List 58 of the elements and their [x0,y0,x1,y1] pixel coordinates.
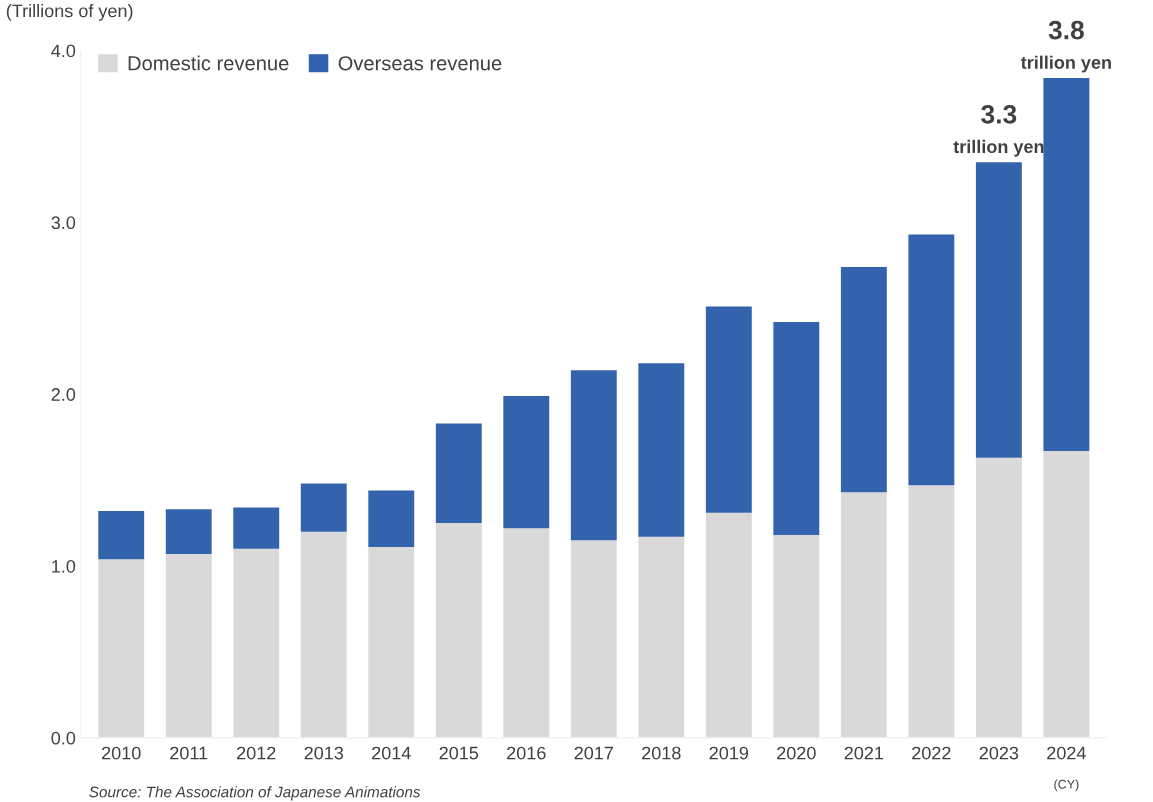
y-tick-label: 0.0 [51,731,76,745]
bar [165,509,212,554]
bar [435,523,482,738]
x-tick-label: 2018 [642,746,681,760]
bar [233,548,280,738]
text: 3.8 [1048,20,1084,40]
y-tick-label: 3.0 [51,216,76,230]
x-tick-label: 2016 [507,746,546,760]
annotation: trillion yen [1020,55,1111,73]
x-tick-label: 2020 [777,746,816,760]
bar [773,535,820,738]
y-tick-label: 1.0 [52,559,76,573]
bar [1043,78,1090,451]
x-tick-label: 2023 [979,746,1019,760]
x-tick-label: 2015 [439,746,479,760]
bar [705,306,752,513]
bar [908,485,955,738]
bar [840,267,887,493]
bar [1043,450,1090,738]
bar [570,540,617,738]
bar [233,507,280,549]
legend-label: Domestic revenue [128,55,289,71]
x-tick-label: 2013 [304,746,344,760]
annotation: 3.3 [981,104,1017,124]
bar [975,162,1022,458]
bar [705,512,752,738]
y-tick-label: 2.0 [51,388,76,401]
x-tick-label: 2014 [372,746,411,760]
x-tick-label: 2012 [237,746,276,760]
x-tick-label: 2010 [102,746,141,760]
x-tick-label: 2022 [912,746,951,760]
x-tick-label: 2019 [709,746,749,760]
bar [503,395,550,529]
bar [368,490,415,548]
x-tick-label: 2017 [574,746,613,760]
x-tick-label: 2011 [170,746,208,760]
bar [975,457,1022,738]
bar [368,547,415,738]
bar [98,511,145,560]
x-axis-title: (CY) [1054,779,1079,792]
bar [165,553,212,738]
bar [435,423,482,524]
legend-label: Overseas revenue [338,56,502,71]
bar [908,234,955,486]
x-tick-label: 2024 [1047,746,1086,760]
bar [570,370,617,541]
bar [300,483,347,532]
bar [300,531,347,738]
source-note: Source: The Association of Japanese Animations [89,786,421,801]
bar [503,528,550,738]
bar [638,536,685,738]
bar [773,322,820,536]
bar [98,559,145,738]
bar [840,492,887,738]
y-axis-title: (Trillions of yen) [6,4,133,21]
bar [638,363,685,537]
x-tick-label: 2021 [844,746,884,760]
y-tick-label: 4.0 [51,44,76,58]
